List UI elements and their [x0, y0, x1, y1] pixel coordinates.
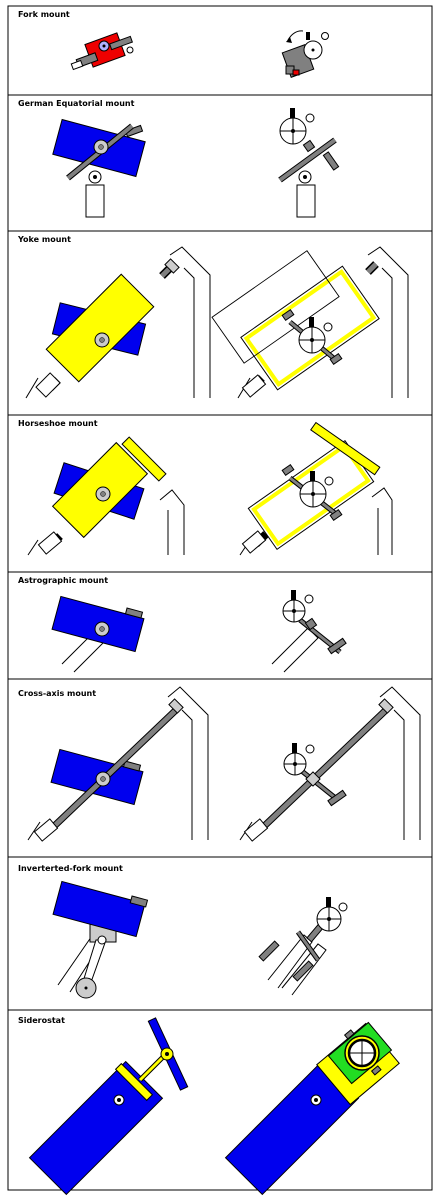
- panel-fork-mount: Fork mount: [7, 5, 433, 96]
- panel-title-fork-mount: Fork mount: [18, 10, 70, 19]
- fork-mount-side-view: [70, 32, 134, 71]
- astrographic-mount-side-view: [51, 595, 145, 673]
- panel-german-equatorial-mount: German Equatorial mount: [7, 94, 433, 232]
- horseshoe-mount-front-view: [239, 421, 393, 556]
- inverted-fork-side-view: [52, 880, 149, 999]
- cross-axis-mount-side-view: [27, 686, 209, 842]
- panel-title-siderostat: Siderostat: [18, 1016, 65, 1025]
- cross-axis-mount-front-view: [239, 686, 421, 842]
- panel-siderostat: Siderostat: [7, 1009, 433, 1196]
- panel-cross-axis-mount: Cross-axis mount: [7, 678, 433, 858]
- panel-horseshoe-mount: Horseshoe mount: [7, 414, 433, 573]
- german-equatorial-side-view: [52, 118, 146, 218]
- panel-title-yoke-mount: Yoke mount: [17, 235, 71, 244]
- yoke-mount-front-view: [211, 246, 409, 399]
- panel-title-inverted-fork-mount: Inverterted-fork mount: [18, 864, 123, 873]
- siderostat-side-view: [28, 1017, 189, 1196]
- panel-title-horseshoe-mount: Horseshoe mount: [18, 419, 98, 428]
- panel-title-astrographic-mount: Astrographic mount: [18, 576, 108, 585]
- astrographic-mount-front-view: [271, 590, 347, 673]
- panel-title-german-equatorial-mount: German Equatorial mount: [18, 99, 135, 108]
- yoke-mount-side-view: [25, 246, 211, 399]
- panel-astrographic-mount: Astrographic mount: [7, 571, 433, 680]
- panel-yoke-mount: Yoke mount: [7, 230, 433, 416]
- horseshoe-mount-side-view: [27, 436, 185, 556]
- inverted-fork-front-view: [258, 897, 348, 996]
- panel-inverted-fork-mount: Inverterted-fork mount: [7, 856, 433, 1011]
- german-equatorial-front-view: [278, 108, 340, 218]
- siderostat-front-view: [224, 1021, 400, 1196]
- fork-mount-front-view: [281, 30, 329, 78]
- panel-title-cross-axis-mount: Cross-axis mount: [18, 689, 96, 698]
